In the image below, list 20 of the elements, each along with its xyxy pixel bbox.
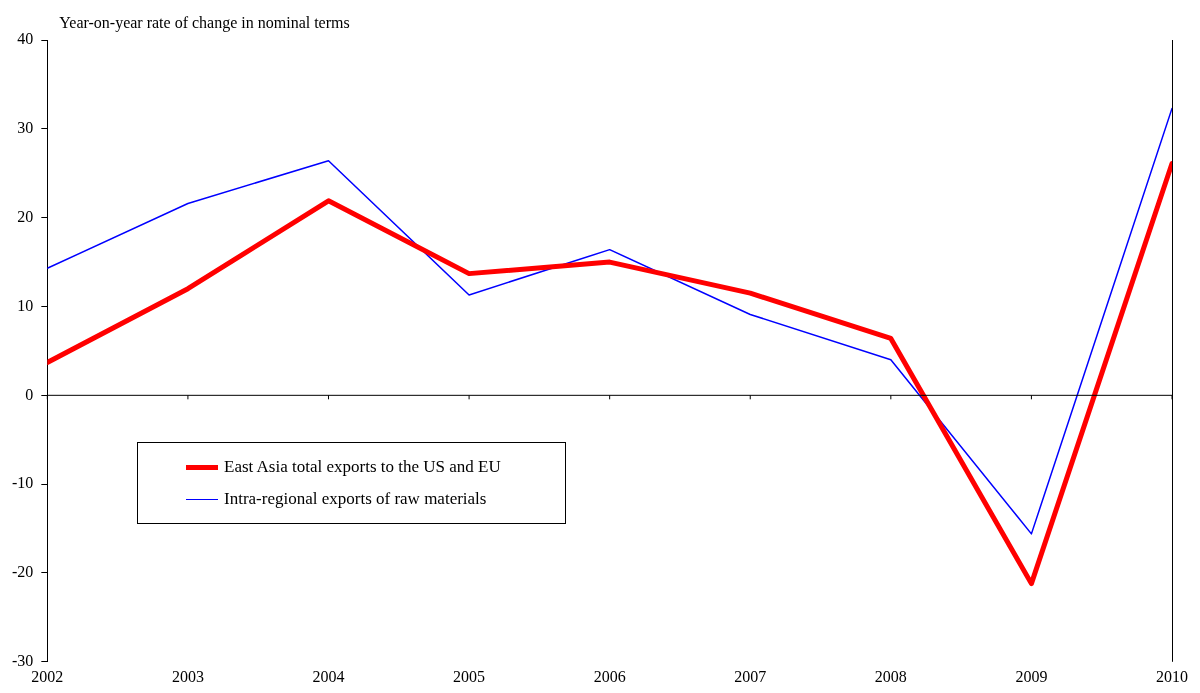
x-tick-label: 2004 (312, 667, 345, 685)
x-tick-label: 2003 (171, 667, 204, 685)
y-tick-label: 20 (17, 207, 34, 225)
y-tick-label: -10 (12, 474, 34, 492)
y-tick-label: 40 (17, 30, 34, 48)
x-tick-label: 2010 (1156, 667, 1188, 685)
x-tick-label: 2008 (874, 667, 907, 685)
y-tick-label: 0 (25, 385, 34, 403)
legend-label: Intra-regional exports of raw materials (224, 489, 487, 509)
y-tick-label: 10 (17, 296, 34, 314)
x-tick-label: 2007 (734, 667, 767, 685)
y-tick-label: -20 (12, 563, 34, 581)
x-tick-label: 2002 (31, 667, 64, 685)
legend-label: East Asia total exports to the US and EU (224, 457, 501, 477)
y-axis-title: Year-on-year rate of change in nominal terms (59, 14, 350, 33)
y-tick-label: -30 (12, 652, 34, 669)
y-tick-label: 30 (17, 119, 34, 137)
x-tick-label: 2009 (1015, 667, 1048, 685)
x-tick-label: 2005 (453, 667, 486, 685)
x-tick-label: 2006 (593, 667, 626, 685)
